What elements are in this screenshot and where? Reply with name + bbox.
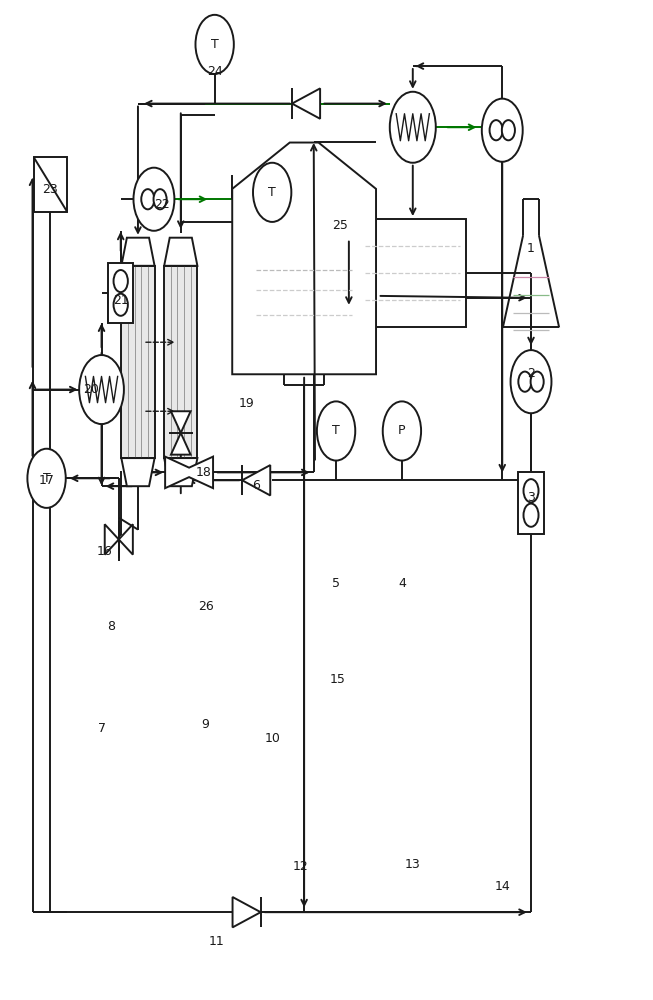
Polygon shape [242, 465, 270, 495]
Circle shape [114, 270, 128, 292]
Polygon shape [121, 458, 155, 486]
Circle shape [141, 189, 154, 209]
Polygon shape [164, 238, 197, 266]
Bar [108, 263, 133, 323]
Circle shape [114, 294, 128, 316]
Circle shape [524, 479, 539, 502]
Text: 4: 4 [398, 577, 406, 590]
Bar [164, 266, 197, 458]
Text: T: T [211, 38, 219, 51]
Text: 26: 26 [199, 600, 214, 613]
Text: 23: 23 [42, 183, 58, 196]
Circle shape [490, 120, 503, 140]
Circle shape [531, 372, 544, 392]
Text: 14: 14 [494, 880, 510, 893]
Polygon shape [171, 433, 191, 455]
Text: 6: 6 [252, 479, 260, 492]
Circle shape [317, 401, 355, 461]
Text: 5: 5 [332, 577, 340, 590]
Text: 12: 12 [293, 860, 309, 873]
Text: 20: 20 [84, 383, 99, 396]
Text: 10: 10 [264, 732, 280, 745]
Polygon shape [121, 238, 155, 266]
Text: 15: 15 [330, 673, 346, 686]
Text: 17: 17 [39, 474, 54, 487]
Bar [360, 219, 466, 327]
Text: 16: 16 [97, 545, 112, 558]
Text: 13: 13 [405, 858, 421, 871]
Bar [121, 266, 155, 458]
Circle shape [390, 92, 436, 163]
Circle shape [383, 401, 421, 461]
Bar [34, 157, 67, 212]
Polygon shape [164, 458, 197, 486]
Polygon shape [171, 411, 191, 433]
Text: 18: 18 [196, 466, 212, 479]
Text: 22: 22 [153, 198, 170, 211]
Polygon shape [104, 524, 119, 555]
Text: 19: 19 [239, 397, 255, 410]
Polygon shape [232, 897, 261, 927]
Text: T: T [268, 186, 276, 199]
Circle shape [195, 15, 234, 74]
Text: 25: 25 [332, 219, 349, 232]
Circle shape [511, 350, 552, 413]
Text: 2: 2 [527, 367, 535, 380]
Text: 7: 7 [97, 722, 106, 735]
Text: T: T [332, 424, 340, 437]
Text: P: P [398, 424, 406, 437]
Text: T: T [42, 472, 50, 485]
Circle shape [27, 449, 66, 508]
Circle shape [518, 372, 532, 392]
Bar [518, 472, 545, 534]
Circle shape [482, 99, 522, 162]
Polygon shape [232, 143, 376, 374]
Circle shape [153, 189, 167, 209]
Polygon shape [165, 457, 213, 488]
Text: 1: 1 [527, 242, 535, 255]
Circle shape [253, 163, 291, 222]
Text: 11: 11 [209, 935, 225, 948]
Text: 24: 24 [207, 65, 223, 78]
Circle shape [524, 504, 539, 527]
Circle shape [502, 120, 515, 140]
Text: 21: 21 [113, 294, 129, 307]
Polygon shape [119, 524, 133, 555]
Text: 9: 9 [201, 718, 209, 731]
Circle shape [133, 168, 174, 231]
Circle shape [79, 355, 124, 424]
Text: 3: 3 [527, 491, 535, 504]
Polygon shape [292, 88, 320, 119]
Text: 8: 8 [107, 620, 115, 633]
